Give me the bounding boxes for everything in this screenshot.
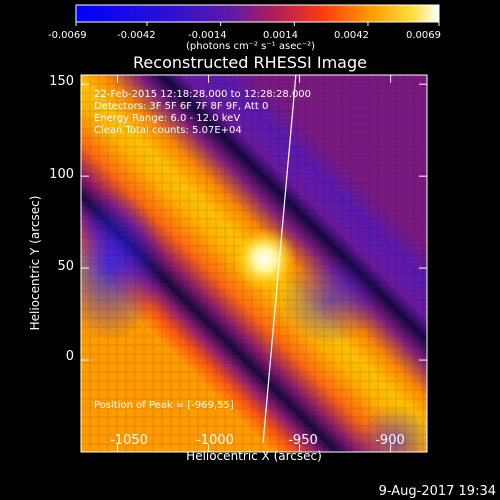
y-axis-label: Heliocentric Y (arcsec) (28, 196, 42, 331)
y-tick-label-3: 150 (49, 74, 74, 89)
colorbar-units-label: (photons cm⁻² s⁻¹ asec⁻²) (186, 41, 315, 52)
colorbar (75, 4, 440, 23)
info-line-time: 22-Feb-2015 12:18:28.000 to 12:28:28.000 (94, 89, 311, 100)
x-tick-label-0: -1050 (110, 433, 148, 448)
colorbar-tick-label-3: 0.0014 (263, 30, 298, 41)
x-tick-label-3: -900 (375, 433, 405, 448)
y-tick-label-0: 0 (66, 349, 74, 364)
info-line-energy: Energy Range: 6.0 - 12.0 keV (94, 113, 240, 124)
solar-limb-line (262, 74, 297, 443)
y-tick-label-2: 100 (49, 167, 74, 182)
plot-title: Reconstructed RHESSI Image (133, 53, 367, 72)
colorbar-tick-label-0: -0.0069 (48, 30, 87, 41)
info-line-counts: Clean Total counts: 5.07E+04 (94, 125, 242, 136)
x-tick-label-2: -950 (288, 433, 318, 448)
info-line-detectors: Detectors: 3F 5F 6F 7F 8F 9F, Att 0 (94, 101, 268, 112)
heatmap-image (81, 75, 427, 452)
y-tick-label-1: 50 (57, 259, 74, 274)
peak-glow (232, 226, 297, 291)
colorbar-tick-label-1: -0.0042 (117, 30, 156, 41)
colorbar-tick-label-2: -0.0014 (188, 30, 227, 41)
axis-ticks (81, 75, 427, 452)
colorbar-ticks (75, 22, 440, 26)
x-axis-label: Heliocentric X (arcsec) (186, 449, 322, 463)
plot-frame (80, 74, 428, 453)
footer-timestamp: 9-Aug-2017 19:34 (379, 484, 496, 499)
peak-position-label: Position of Peak = [-969,55] (94, 400, 234, 411)
colorbar-tick-label-5: 0.0069 (406, 30, 441, 41)
colorbar-tick-label-4: 0.0042 (334, 30, 369, 41)
x-tick-label-1: -1000 (196, 433, 234, 448)
